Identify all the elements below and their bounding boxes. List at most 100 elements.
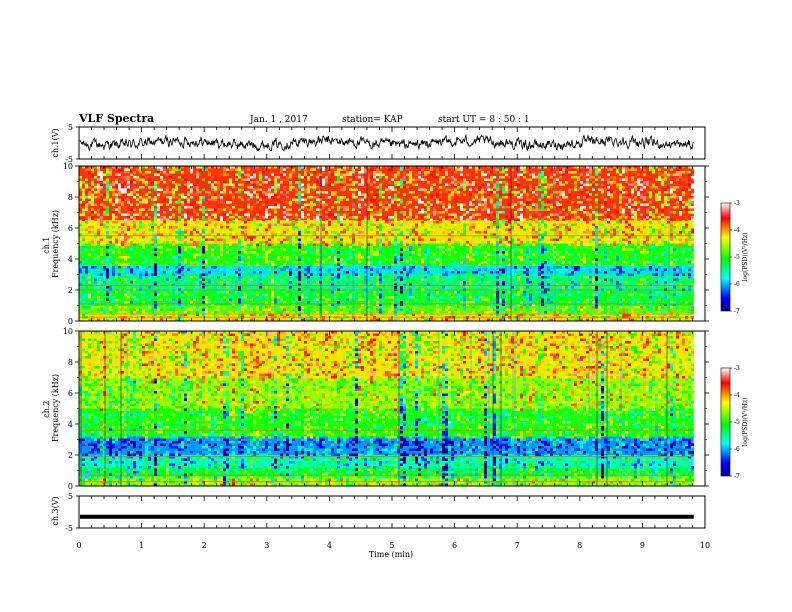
spectrogram-cell [184,223,187,226]
spectrogram-cell [256,243,259,246]
spectrogram-cell [79,223,82,226]
spectrogram-cell [346,246,349,249]
spectrogram-cell [337,171,340,174]
spectrogram-cell [223,298,226,301]
spectrogram-cell [481,261,484,264]
spectrogram-cell [415,233,418,236]
spectrogram-cell [352,238,355,241]
spectrogram-cell [229,228,232,231]
spectrogram-cell [205,218,208,221]
spectrogram-cell [379,278,382,281]
spectrogram-cell [319,303,322,306]
spectrogram-cell [226,281,229,284]
spectrogram-cell [427,223,430,226]
spectrogram-cell [433,253,436,256]
spectrogram-cell [289,301,292,304]
spectrogram-cell [277,186,280,189]
spectrogram-cell [304,206,307,209]
spectrogram-cell [226,223,229,226]
spectrogram-cell [412,283,415,286]
spectrogram-cell [259,176,262,179]
spectrogram-cell [271,206,274,209]
spectrogram-cell [421,261,424,264]
spectrogram-cell [352,256,355,259]
spectrogram-cell [280,281,283,284]
spectrogram-cell [349,223,352,226]
spectrogram-cell [463,308,466,311]
spectrogram-cell [232,196,235,199]
spectrogram-cell [313,168,316,171]
spectrogram-cell [235,201,238,204]
spectrogram-cell [397,171,400,174]
spectrogram-cell [481,188,484,191]
spectrogram-cell [505,226,508,229]
spectrogram-cell [253,298,256,301]
spectrogram-cell [409,268,412,271]
spectrogram-cell [391,273,394,276]
spectrogram-cell [400,278,403,281]
spectrogram-cell [310,236,313,239]
spectrogram-cell [178,231,181,234]
spectrogram-cell [325,251,328,254]
spectrogram-cell [493,273,496,276]
spectrogram-cell [103,243,106,246]
spectrogram-cell [325,266,328,269]
spectrogram-cell [358,243,361,246]
spectrogram-cell [478,308,481,311]
spectrogram-cell [415,313,418,316]
spectrogram-cell [106,258,109,261]
spectrogram-cell [448,233,451,236]
spectrogram-cell [331,166,334,169]
spectrogram-cell [379,233,382,236]
spectrogram-cell [142,241,145,244]
spectrogram-cell [106,211,109,214]
spectrogram-cell [355,296,358,299]
spectrogram-cell [265,268,268,271]
spectrogram-cell [505,221,508,224]
spectrogram-cell [160,271,163,274]
spectrogram-cell [487,226,490,229]
spectrogram-cell [481,206,484,209]
spectrogram-cell [325,233,328,236]
spectrogram-cell [457,186,460,189]
spectrogram-cell [226,226,229,229]
spectrogram-cell [157,271,160,274]
spectrogram-cell [94,278,97,281]
spectrogram-cell [337,218,340,221]
spectrogram-cell [409,293,412,296]
spectrogram-cell [277,221,280,224]
spectrogram-cell [142,308,145,311]
spectrogram-cell [283,268,286,271]
spectrogram-cell [343,176,346,179]
spectrogram-cell [232,233,235,236]
spectrogram-cell [241,231,244,234]
spectrogram-cell [421,296,424,299]
spectrogram-cell [196,263,199,266]
spectrogram-cell [289,176,292,179]
spectrogram-cell [415,303,418,306]
spectrogram-cell [172,193,175,196]
spectrogram-cell [100,261,103,264]
spectrogram-cell [214,186,217,189]
spectrogram-cell [403,171,406,174]
spectrogram-cell [148,223,151,226]
spectrogram-cell [136,278,139,281]
spectrogram-cell [406,276,409,279]
spectrogram-cell [169,281,172,284]
spectrogram-cell [106,188,109,191]
spectrogram-cell [130,248,133,251]
spectrogram-cell [190,216,193,219]
spectrogram-cell [466,301,469,304]
spectrogram-cell [364,218,367,221]
spectrogram-cell [214,256,217,259]
spectrogram-cell [292,301,295,304]
spectrogram-cell [448,213,451,216]
spectrogram-cell [181,213,184,216]
spectrogram-cell [484,258,487,261]
spectrogram-cell [349,188,352,191]
spectrogram-cell [226,286,229,289]
spectrogram-cell [217,263,220,266]
spectrogram-cell [157,213,160,216]
spectrogram-cell [271,241,274,244]
spectrogram-cell [163,181,166,184]
